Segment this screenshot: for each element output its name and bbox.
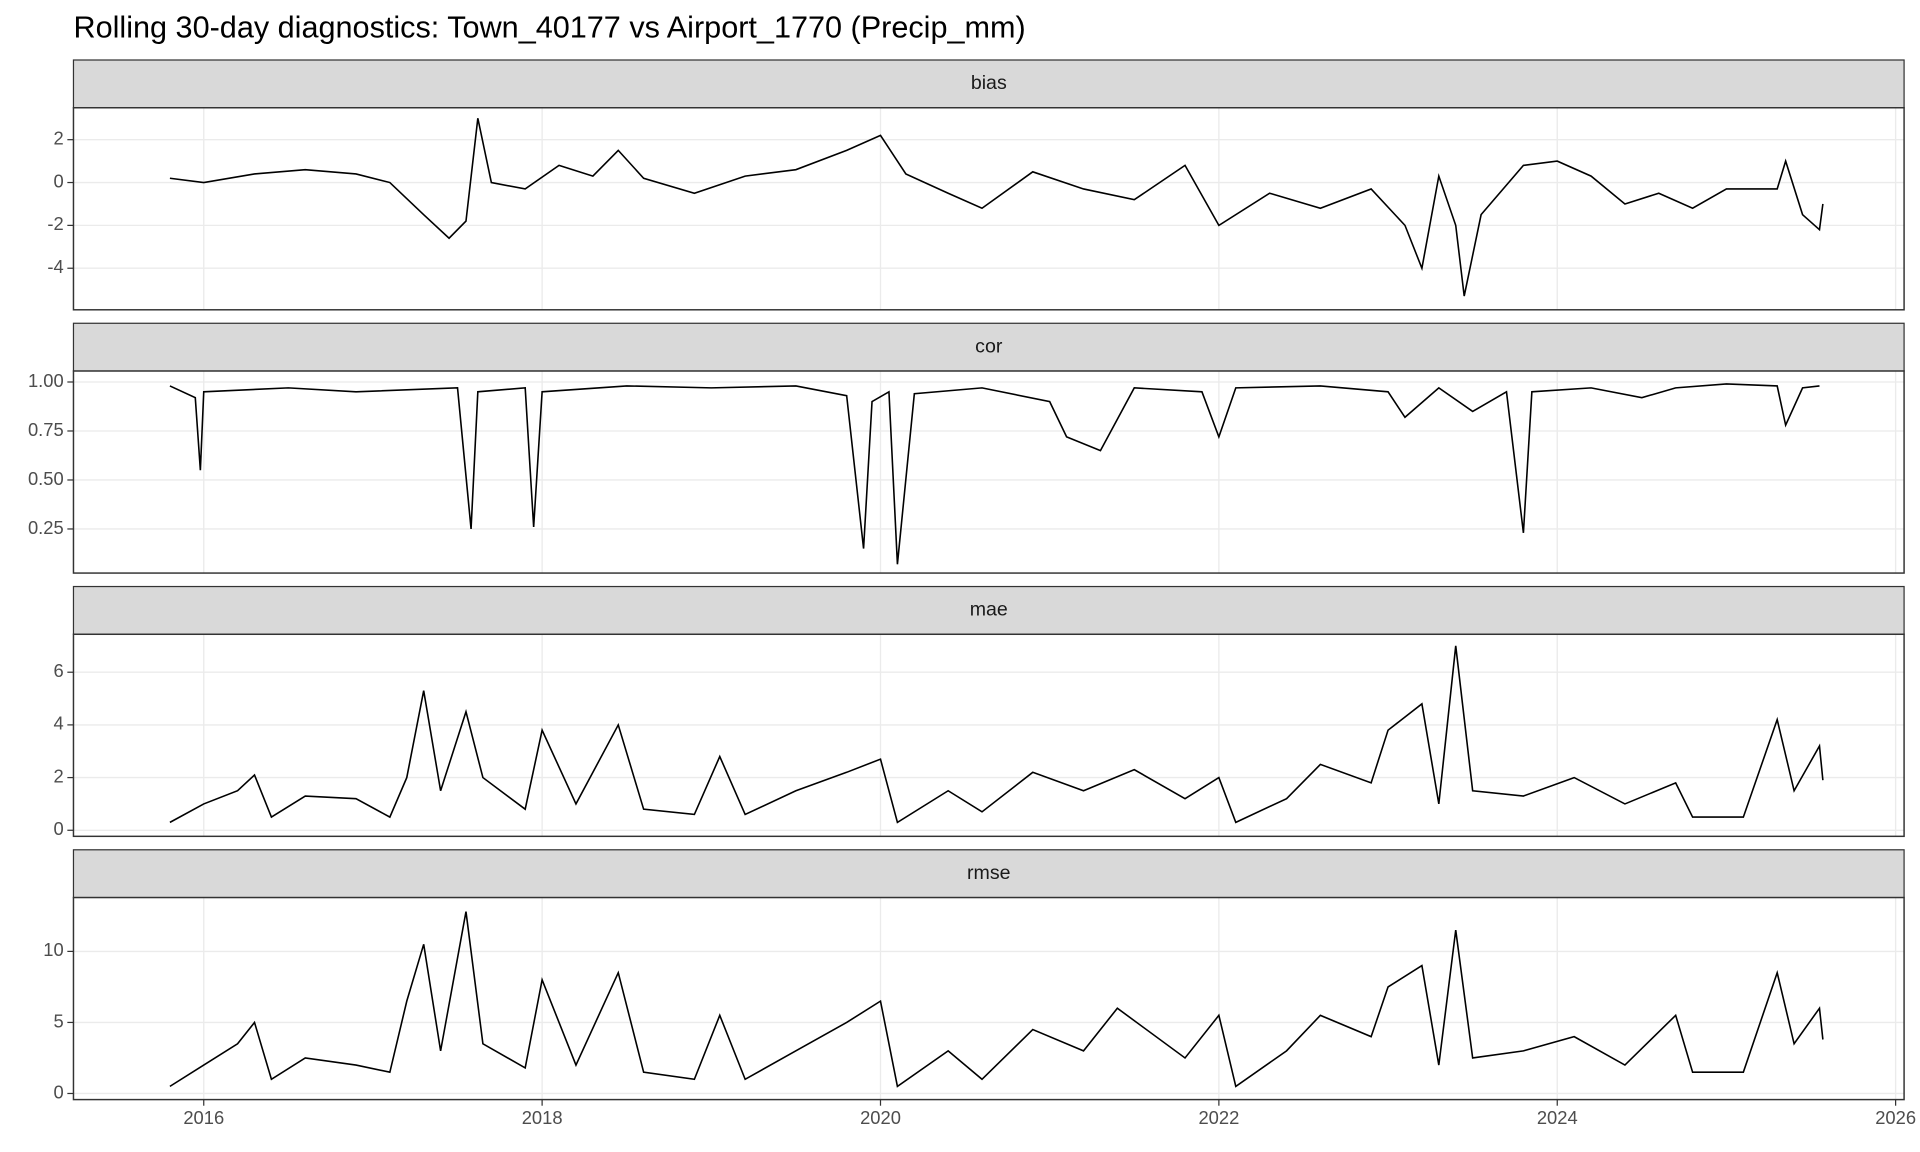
y-tick-label: 0 bbox=[53, 1081, 63, 1102]
y-tick-label: -4 bbox=[47, 256, 63, 277]
y-tick-label: 2 bbox=[53, 765, 63, 786]
strip bbox=[72, 322, 1905, 372]
y-tick-label: -2 bbox=[47, 213, 63, 234]
strip-label: cor bbox=[975, 335, 1003, 357]
y-tick-label: 10 bbox=[43, 939, 63, 960]
data-line bbox=[169, 118, 1824, 297]
x-tick-label: 2016 bbox=[183, 1107, 224, 1128]
data-line bbox=[169, 911, 1824, 1088]
strip bbox=[72, 585, 1905, 635]
x-tick-label: 2018 bbox=[522, 1107, 563, 1128]
y-tick-label: 0 bbox=[53, 170, 63, 191]
y-tick-label: 0 bbox=[53, 818, 63, 839]
data-line bbox=[169, 383, 1820, 565]
y-tick-label: 4 bbox=[53, 713, 63, 734]
x-tick-label: 2024 bbox=[1537, 1107, 1578, 1128]
panel bbox=[73, 107, 1905, 310]
x-tick-label: 2020 bbox=[860, 1107, 901, 1128]
strip bbox=[72, 59, 1905, 109]
y-tick-label: 6 bbox=[53, 660, 63, 681]
y-tick-label: 0.50 bbox=[28, 468, 64, 489]
chart-title: Rolling 30-day diagnostics: Town_40177 v… bbox=[73, 10, 1025, 44]
panel bbox=[73, 897, 1905, 1100]
panel bbox=[73, 634, 1905, 837]
y-tick-label: 0.25 bbox=[28, 517, 64, 538]
data-line bbox=[169, 645, 1824, 824]
strip-label: bias bbox=[971, 72, 1007, 94]
strip-label: rmse bbox=[967, 862, 1011, 884]
panel bbox=[73, 371, 1905, 574]
y-tick-label: 5 bbox=[53, 1010, 63, 1031]
strip bbox=[72, 849, 1905, 899]
panel-border bbox=[72, 633, 1905, 838]
y-tick-label: 0.75 bbox=[28, 419, 64, 440]
panel-border bbox=[72, 370, 1905, 574]
x-tick-label: 2022 bbox=[1198, 1107, 1239, 1128]
panel-border bbox=[72, 107, 1905, 311]
x-tick-label: 2026 bbox=[1875, 1107, 1916, 1128]
strip-label: mae bbox=[970, 599, 1008, 621]
panel-border bbox=[72, 896, 1905, 1101]
y-tick-label: 2 bbox=[53, 128, 63, 149]
y-tick-label: 1.00 bbox=[28, 370, 64, 391]
